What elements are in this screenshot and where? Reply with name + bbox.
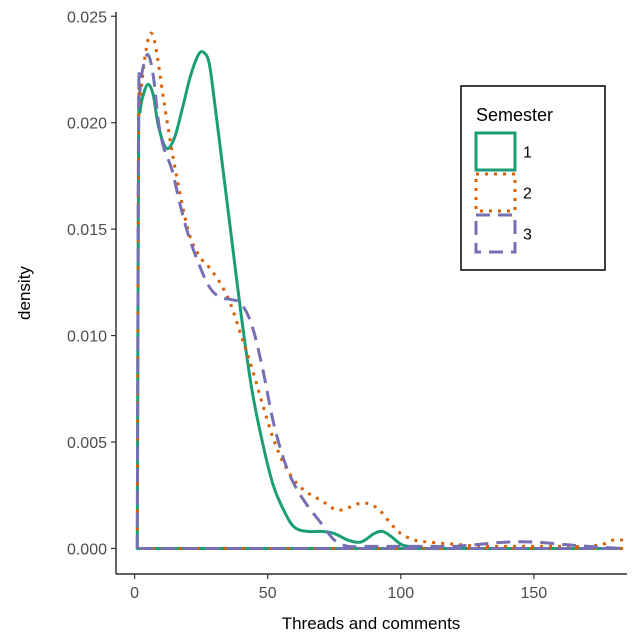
y-axis-title: density <box>15 266 34 320</box>
y-tick-label: 0.025 <box>67 9 107 26</box>
y-tick-label: 0.015 <box>67 222 107 239</box>
x-tick-label: 150 <box>520 585 547 602</box>
y-ticks: 0.000 0.005 0.010 0.015 0.020 0.025 <box>67 9 116 558</box>
legend-key-3 <box>474 213 517 254</box>
density-line-series-1 <box>135 49 624 551</box>
legend-entries: 1 2 3 <box>474 131 532 254</box>
legend: Semester 1 2 3 <box>460 85 606 271</box>
legend-box <box>460 85 606 271</box>
x-tick-label: 50 <box>259 585 277 602</box>
legend-label-3: 3 <box>523 227 532 244</box>
x-tick-label: 100 <box>387 585 414 602</box>
legend-title: Semester <box>476 105 553 125</box>
y-tick-label: 0.010 <box>67 329 107 346</box>
y-tick-label: 0.020 <box>67 116 107 133</box>
legend-label-1: 1 <box>523 145 532 162</box>
x-tick-label: 0 <box>130 585 139 602</box>
y-tick-label: 0.005 <box>67 435 107 452</box>
series-layer <box>135 31 624 551</box>
x-ticks: 0 50 100 150 <box>130 574 547 602</box>
legend-key-1 <box>474 131 517 172</box>
x-axis-title: Threads and comments <box>282 614 461 633</box>
legend-label-2: 2 <box>523 186 532 203</box>
density-line-series-2 <box>135 31 624 550</box>
legend-key-2 <box>474 172 517 213</box>
y-tick-label: 0.000 <box>67 541 107 558</box>
density-line-series-3 <box>135 53 624 550</box>
